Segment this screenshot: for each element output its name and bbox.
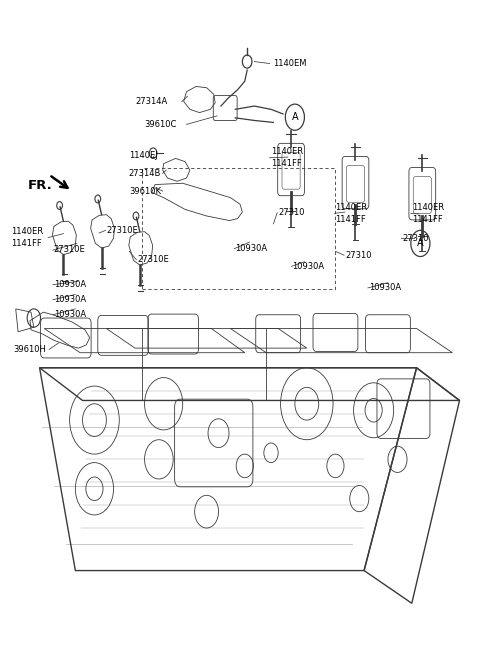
Text: 27314A: 27314A <box>135 97 167 106</box>
Text: 39610H: 39610H <box>13 345 46 354</box>
Text: 27310E: 27310E <box>107 226 138 235</box>
Text: 1141FF: 1141FF <box>336 215 366 224</box>
Text: 1140EJ: 1140EJ <box>129 151 157 160</box>
Text: 10930A: 10930A <box>369 283 401 292</box>
Text: 1141FF: 1141FF <box>412 215 443 224</box>
Text: 10930A: 10930A <box>292 262 324 271</box>
Text: 27310: 27310 <box>402 234 429 242</box>
Text: 27310: 27310 <box>345 251 372 260</box>
Text: 39610C: 39610C <box>144 120 177 129</box>
Text: 27310: 27310 <box>278 208 305 217</box>
Text: 10930A: 10930A <box>54 295 86 304</box>
Text: 27310E: 27310E <box>54 246 85 254</box>
Text: 1140ER: 1140ER <box>336 203 368 212</box>
Text: 1140ER: 1140ER <box>412 203 444 212</box>
Text: A: A <box>291 112 298 122</box>
Text: 1140ER: 1140ER <box>11 227 43 236</box>
Text: 10930A: 10930A <box>54 280 86 289</box>
Text: FR.: FR. <box>28 179 52 193</box>
Text: 1141FF: 1141FF <box>11 239 42 248</box>
Text: A: A <box>417 238 424 248</box>
Text: 27310E: 27310E <box>137 256 169 264</box>
Text: 27314B: 27314B <box>129 169 161 178</box>
Text: 10930A: 10930A <box>54 310 86 319</box>
Text: 1141FF: 1141FF <box>271 159 302 168</box>
Text: 10930A: 10930A <box>235 244 267 253</box>
Text: 1140ER: 1140ER <box>271 147 303 156</box>
Text: 1140EM: 1140EM <box>274 59 307 68</box>
Text: 39610K: 39610K <box>129 187 161 196</box>
